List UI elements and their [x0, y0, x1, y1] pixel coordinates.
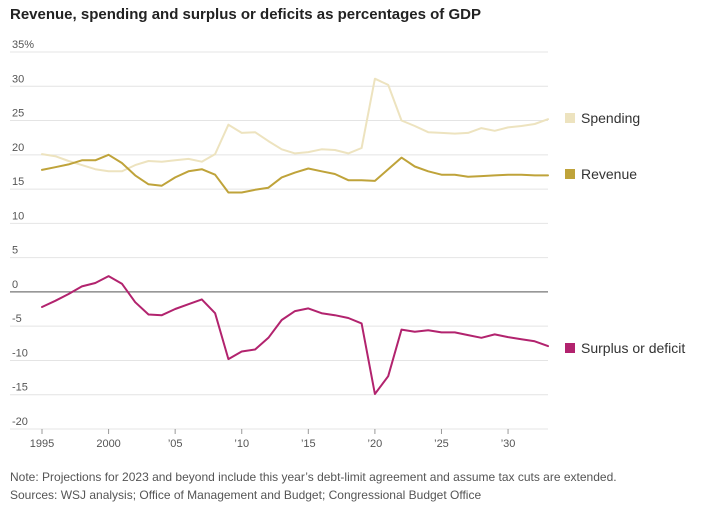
legend-swatch-spending	[565, 113, 575, 123]
series-line-spending	[41, 77, 549, 173]
series-line-revenue	[41, 153, 549, 194]
y-tick-label: 35%	[12, 39, 34, 51]
chart-title: Revenue, spending and surplus or deficit…	[10, 6, 481, 23]
y-tick-label: 5	[12, 245, 18, 257]
line-chart: 35% 30 25 20 15 10 5 0 -5 -10 -15 -20 1995 2000 ’05 ’1…	[10, 39, 685, 450]
x-axis-ticks: 1995 2000 ’05 ’10 ’15 ’20 ’25 ’30	[30, 429, 516, 450]
y-axis-ticks: 35% 30 25 20 15 10 5 0 -5 -10 -15 -20	[12, 39, 34, 428]
y-tick-label: 10	[12, 210, 24, 222]
y-tick-label: -20	[12, 416, 28, 428]
x-tick-label: ’30	[501, 438, 516, 450]
chart-sources: Sources: WSJ analysis; Office of Managem…	[10, 488, 482, 502]
x-tick-label: ’05	[168, 438, 183, 450]
y-tick-label: 25	[12, 108, 24, 120]
x-tick-label: 2000	[96, 438, 120, 450]
y-tick-label: -5	[12, 313, 22, 325]
y-tick-label: 0	[12, 279, 18, 291]
gridlines	[10, 51, 548, 430]
x-tick-label: ’15	[301, 438, 316, 450]
y-tick-label: -10	[12, 347, 28, 359]
legend: Spending Revenue Surplus or deficit	[565, 110, 685, 356]
series-line-surplus-or-deficit	[41, 275, 549, 395]
legend-label-spending: Spending	[581, 110, 640, 126]
y-tick-label: 30	[12, 73, 24, 85]
series-lines	[41, 77, 549, 395]
chart-note: Note: Projections for 2023 and beyond in…	[10, 470, 617, 484]
legend-label-surplus-or-deficit: Surplus or deficit	[581, 340, 685, 356]
legend-swatch-surplus-or-deficit	[565, 343, 575, 353]
y-tick-label: 20	[12, 142, 24, 154]
legend-label-revenue: Revenue	[581, 166, 637, 182]
y-tick-label: 15	[12, 176, 24, 188]
x-tick-label: ’10	[234, 438, 249, 450]
x-tick-label: ’25	[434, 438, 449, 450]
legend-swatch-revenue	[565, 169, 575, 179]
y-tick-label: -15	[12, 382, 28, 394]
x-tick-label: 1995	[30, 438, 54, 450]
x-tick-label: ’20	[368, 438, 383, 450]
